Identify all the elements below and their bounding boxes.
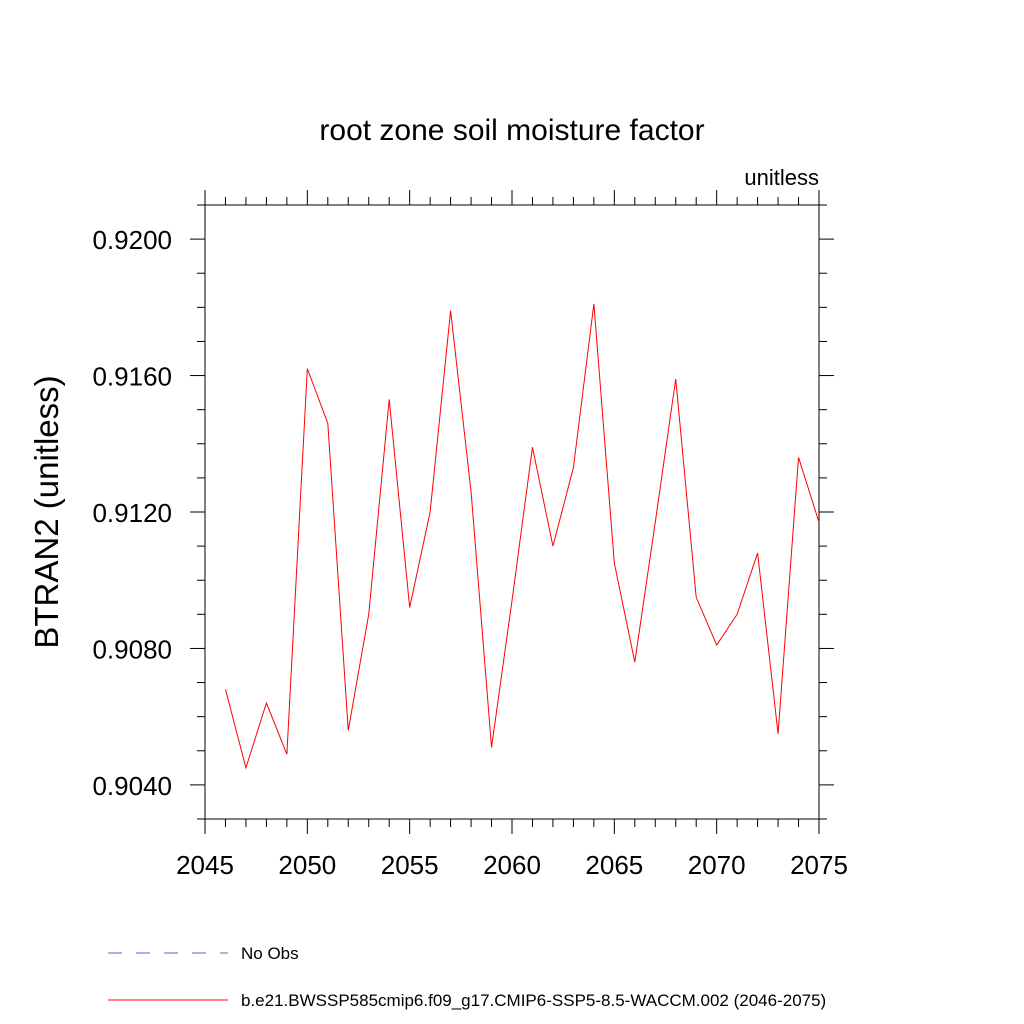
legend-label-model-run: b.e21.BWSSP585cmip6.f09_g17.CMIP6-SSP5-8… — [241, 991, 826, 1010]
x-tick-label: 2060 — [483, 850, 541, 880]
x-tick-label: 2050 — [278, 850, 336, 880]
legend-label-no-obs: No Obs — [241, 944, 299, 963]
y-axis-ticks — [190, 204, 834, 820]
y-tick-label: 0.9040 — [92, 771, 172, 801]
y-axis-label: BTRAN2 (unitless) — [28, 375, 65, 648]
units-label: unitless — [744, 165, 819, 190]
chart-title: root zone soil moisture factor — [319, 114, 704, 147]
y-tick-label: 0.9080 — [92, 634, 172, 664]
series-group — [224, 303, 820, 770]
x-axis-tick-labels: 2045 2050 2055 2060 2065 2070 2075 — [176, 850, 848, 880]
y-axis-tick-labels: 0.9040 0.9080 0.9120 0.9160 0.9200 — [92, 225, 172, 801]
x-tick-label: 2070 — [688, 850, 746, 880]
legend: No Obs b.e21.BWSSP585cmip6.f09_g17.CMIP6… — [108, 944, 826, 1010]
x-tick-label: 2065 — [585, 850, 643, 880]
series-line — [224, 303, 820, 770]
plot-frame — [204, 204, 820, 820]
x-tick-label: 2075 — [790, 850, 848, 880]
y-tick-label: 0.9200 — [92, 225, 172, 255]
y-tick-label: 0.9160 — [92, 362, 172, 392]
x-tick-label: 2055 — [381, 850, 439, 880]
x-axis-ticks — [204, 190, 820, 834]
y-tick-label: 0.9120 — [92, 498, 172, 528]
x-tick-label: 2045 — [176, 850, 234, 880]
